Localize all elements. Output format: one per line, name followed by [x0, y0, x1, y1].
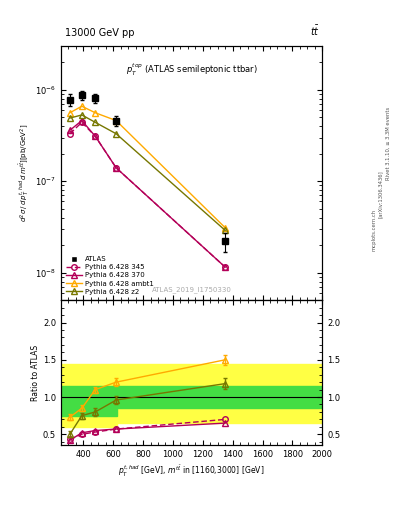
Bar — [117, 364, 322, 423]
Y-axis label: Ratio to ATLAS: Ratio to ATLAS — [31, 345, 40, 401]
Text: $p_T^{top}$ (ATLAS semileptonic ttbar): $p_T^{top}$ (ATLAS semileptonic ttbar) — [126, 61, 257, 78]
Text: 13000 GeV pp: 13000 GeV pp — [65, 28, 134, 38]
Bar — [61, 364, 117, 427]
Bar — [61, 386, 117, 416]
X-axis label: $p_T^{t,had}$ [GeV], $m^{t\bar{\ell}}$ in [1160,3000] [GeV]: $p_T^{t,had}$ [GeV], $m^{t\bar{\ell}}$ i… — [118, 463, 265, 479]
Text: $t\bar{t}$: $t\bar{t}$ — [310, 25, 320, 38]
Text: ATLAS_2019_I1750330: ATLAS_2019_I1750330 — [152, 286, 231, 292]
Text: mcplots.cern.ch: mcplots.cern.ch — [371, 209, 376, 251]
Y-axis label: $d^2\sigma\,/\,d\,p_T^{t,had}\,d\,m^{t\bar{\ell}}$][pb/GeV$^2$]: $d^2\sigma\,/\,d\,p_T^{t,had}\,d\,m^{t\b… — [18, 124, 32, 222]
Legend: ATLAS, Pythia 6.428 345, Pythia 6.428 370, Pythia 6.428 ambt1, Pythia 6.428 z2: ATLAS, Pythia 6.428 345, Pythia 6.428 37… — [64, 254, 156, 297]
Text: [arXiv:1306.3436]: [arXiv:1306.3436] — [378, 170, 383, 219]
Text: Rivet 3.1.10, ≥ 3.3M events: Rivet 3.1.10, ≥ 3.3M events — [386, 106, 391, 180]
Bar — [117, 386, 322, 408]
